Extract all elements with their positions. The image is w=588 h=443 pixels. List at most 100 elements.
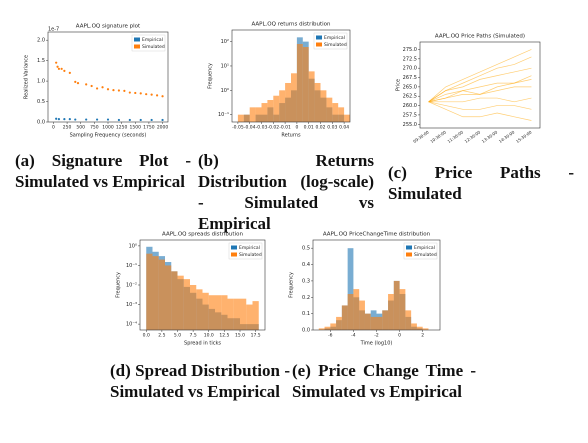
- caption: (e) Price Change Time - Simulated vs Emp…: [292, 360, 476, 402]
- y-tick-label: 260.0: [403, 103, 417, 109]
- data-point: [128, 91, 131, 94]
- x-tick-label: 1250: [116, 125, 128, 131]
- legend-swatch: [406, 245, 412, 250]
- chart-title: AAPL.OQ Price Paths (Simulated): [435, 34, 525, 40]
- caption-text: Spread Distribution - Simulated vs Empir…: [110, 361, 290, 401]
- y-tick-label: 265.0: [403, 84, 417, 90]
- chart-title: AAPL.OQ PriceChangeTime distribution: [323, 232, 431, 238]
- y-tick-label: 1.0: [37, 79, 45, 85]
- caption-label: (e): [292, 361, 311, 380]
- histogram-bar: [255, 107, 262, 122]
- histogram-bar: [376, 316, 383, 330]
- data-point: [85, 118, 88, 121]
- histogram-bar: [243, 114, 250, 122]
- histogram-bar: [215, 295, 222, 330]
- chart: AAPL.OQ signature plot Sampling Frequency…: [24, 24, 169, 139]
- y-tick-label: 0.5: [37, 99, 45, 105]
- histogram-bar: [190, 285, 197, 330]
- caption-text: Price Change Time - Simulated vs Empiric…: [292, 361, 477, 401]
- data-point: [112, 88, 115, 92]
- histogram-bar: [285, 82, 291, 122]
- legend-swatch: [231, 245, 237, 250]
- histogram-bar: [359, 300, 365, 330]
- legend-box: [403, 242, 438, 260]
- histogram-bar: [279, 90, 286, 122]
- histogram-bar: [326, 97, 333, 122]
- x-tick-label: 11:30:00: [446, 129, 464, 144]
- data-point: [56, 65, 59, 68]
- legend-label: Simulated: [239, 252, 262, 258]
- x-tick-label: 12:30:00: [464, 129, 482, 144]
- y-tick-label: 0.4: [302, 262, 310, 268]
- x-tick-label: 0.0: [143, 333, 150, 339]
- axes-frame: [231, 29, 351, 123]
- histogram-bar: [422, 328, 429, 330]
- y-tick-label: 0.1: [302, 311, 310, 317]
- x-tick-label: 10.0: [204, 333, 214, 339]
- histogram-bar: [165, 265, 172, 330]
- histogram-bar: [267, 100, 274, 122]
- histogram-bar: [152, 256, 159, 330]
- y-tick-label: 10⁻³: [126, 302, 137, 308]
- legend-box: [313, 32, 348, 50]
- histogram-bar: [308, 71, 315, 122]
- y-tick-label: 0.0: [37, 120, 45, 126]
- legend-swatch: [231, 252, 237, 257]
- histogram-bar: [347, 248, 354, 330]
- legend-swatch: [316, 42, 322, 47]
- y-tick-label: 10⁻²: [126, 283, 137, 289]
- histogram-bar: [399, 289, 406, 330]
- y-tick-label: 0.0: [302, 328, 310, 334]
- y-tick-label: 10¹: [221, 63, 229, 69]
- histogram-bar: [249, 107, 256, 122]
- x-tick-label: 750: [90, 125, 99, 131]
- histogram-bar: [158, 259, 165, 330]
- caption: (c) Price Paths - Simulated: [388, 162, 574, 204]
- axes-frame: [312, 239, 441, 331]
- histogram-bar: [405, 310, 412, 330]
- price-path: [428, 49, 532, 103]
- y-tick-label: 0.3: [302, 278, 310, 284]
- x-tick-label: -0.04: [244, 125, 256, 131]
- histogram-bar: [240, 298, 247, 330]
- caption-label: (a): [15, 151, 35, 170]
- legend-swatch: [406, 252, 412, 257]
- data-point: [85, 83, 88, 86]
- legend-box: [228, 242, 263, 260]
- legend-label: Simulated: [414, 252, 437, 258]
- price-path: [428, 67, 532, 103]
- histogram-bar: [344, 114, 350, 122]
- chart: AAPL.OQ Price Paths (Simulated) Price 255.…: [396, 34, 541, 144]
- histogram-bar: [177, 275, 184, 330]
- caption-label: (b): [198, 151, 219, 170]
- x-tick-label: 2.5: [158, 333, 165, 339]
- histogram-bar: [233, 298, 240, 330]
- data-point: [150, 93, 153, 96]
- x-tick-label: 1500: [130, 125, 142, 131]
- x-tick-label: 0.04: [339, 125, 349, 131]
- x-tick-label: -0.05: [232, 125, 244, 131]
- x-tick-label: -2: [374, 333, 379, 339]
- y-tick-label: 275.0: [403, 47, 417, 53]
- histogram-bar: [330, 323, 337, 330]
- legend-swatch: [316, 35, 322, 40]
- histogram-bar: [227, 298, 234, 330]
- x-tick-label: 13:30:00: [481, 129, 499, 144]
- y-axis-label: Frequency: [208, 63, 214, 89]
- y-tick-label: 10⁻¹: [218, 112, 229, 118]
- y-tick-label: 2.0: [37, 38, 45, 44]
- x-tick-label: 0: [295, 125, 298, 131]
- y-tick-label: 10²: [221, 39, 229, 45]
- data-point: [161, 95, 164, 98]
- histogram-bar: [347, 294, 354, 330]
- histogram-bar: [393, 280, 400, 330]
- legend-label: Empirical: [414, 245, 435, 251]
- chart: AAPL.OQ spreads distribution Spread in ti…: [116, 232, 266, 347]
- x-tick-label: 1000: [102, 125, 114, 131]
- x-tick-label: 500: [76, 125, 85, 131]
- x-tick-label: 10:30:00: [429, 129, 447, 144]
- data-point: [55, 61, 58, 64]
- chart: AAPL.OQ PriceChangeTime distribution Time…: [289, 232, 441, 347]
- price-path: [428, 101, 532, 121]
